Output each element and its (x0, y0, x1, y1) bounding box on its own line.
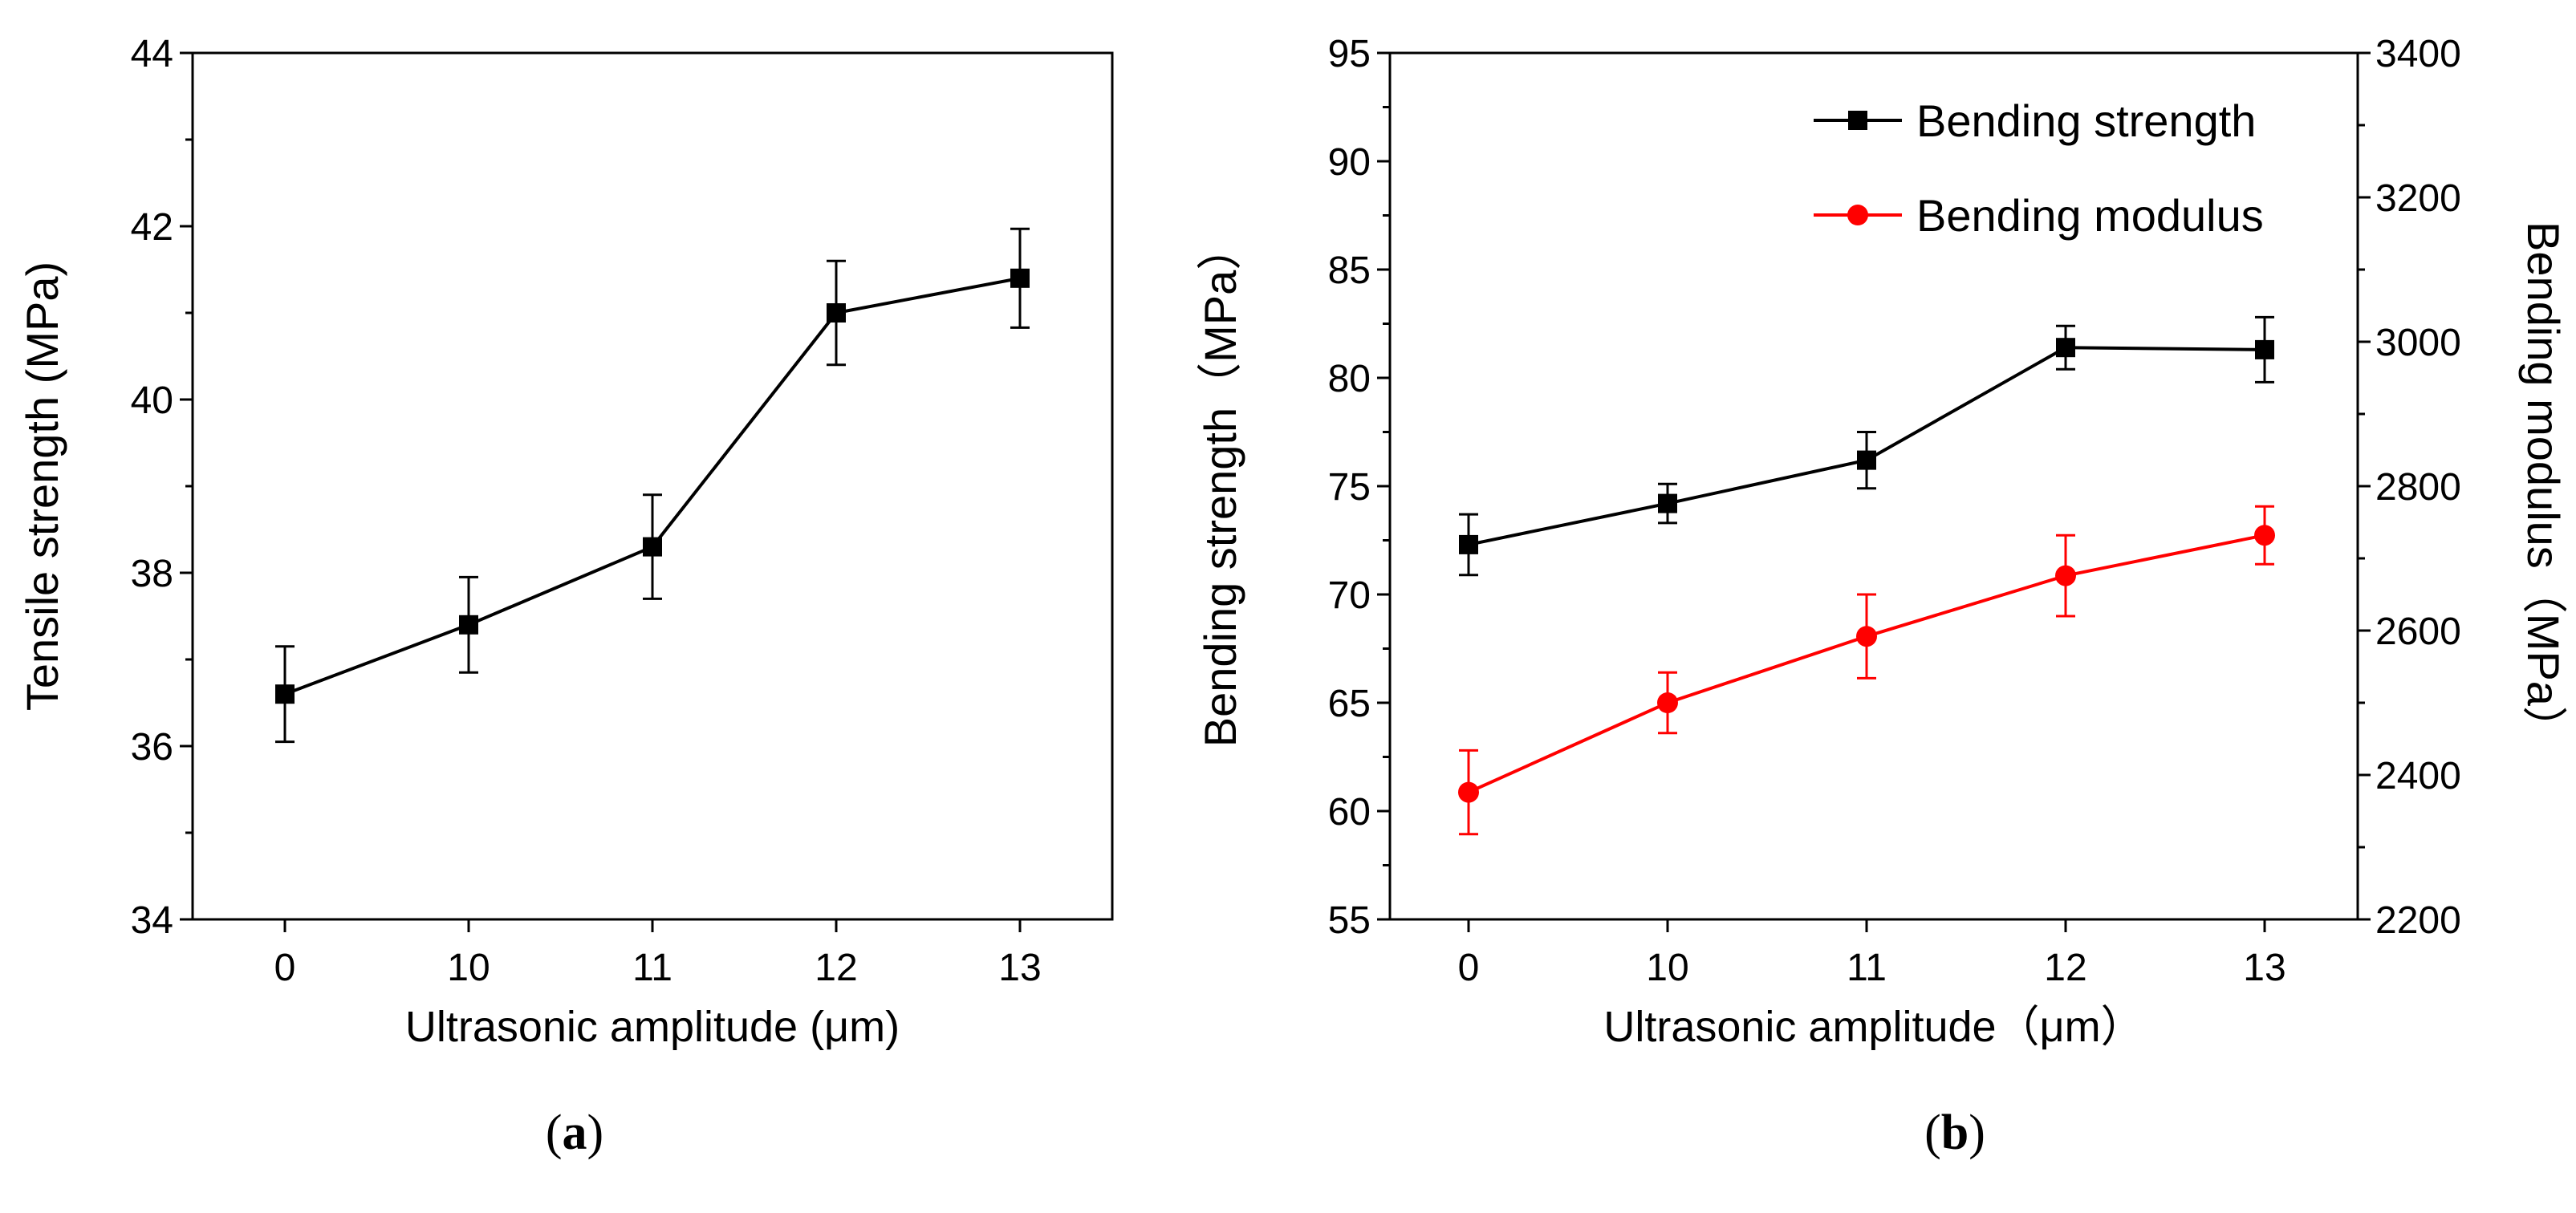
chart-b-series-0-point (1658, 493, 1677, 513)
chart-a-xtick-label: 11 (632, 947, 672, 989)
chart-a-series-0-point (275, 684, 295, 704)
chart-a-plot-frame (191, 51, 1114, 921)
chart-a-xtick-label: 10 (447, 947, 490, 989)
chart-a-xtick-label: 12 (815, 947, 857, 989)
chart-b-xtick-label: 10 (1646, 947, 1688, 989)
chart-b-ytick-label: 75 (1328, 466, 1371, 509)
chart-b-series-0-point (2255, 339, 2274, 359)
chart-a-ylabel: Tensile strength (MPa) (17, 262, 67, 711)
chart-b-ytick-right-label: 2600 (2375, 611, 2461, 653)
chart-b-ytick-label: 65 (1328, 683, 1371, 725)
chart-b-xtick-label: 12 (2044, 947, 2086, 989)
chart-b-xtick-label: 0 (1458, 947, 1480, 989)
chart-b-ytick-label: 85 (1328, 249, 1371, 292)
chart-b-series-1-point (2055, 565, 2076, 586)
chart-a-series-0-line (284, 276, 1021, 696)
chart-a-xlabel: Ultrasonic amplitude (μm) (405, 1003, 900, 1051)
chart-a-svg: (a) 34 36 38 40 42 44 0 10 11 12 13 Ultrasonic ampl… (17, 33, 1114, 1160)
chart-b-ylabel-right: Bending modulus（MPa） (2518, 221, 2569, 751)
chart-b-series-0-point (2056, 338, 2075, 358)
chart-a-caption: (a) (546, 1105, 603, 1160)
chart-b-ylabel: Bending strength（MPa） (1195, 225, 1245, 748)
chart-b-series-1-point (1657, 692, 1678, 713)
chart-a-ytick-label: 34 (131, 899, 173, 942)
chart-a-ytick-label: 42 (131, 206, 173, 249)
chart-b-legend-1-marker (1847, 205, 1868, 225)
chart-b-caption: (b) (1924, 1105, 1985, 1160)
chart-b-ytick-right-label: 2400 (2375, 755, 2461, 797)
chart-b-ytick-label: 55 (1328, 899, 1371, 942)
chart-b-xtick-label: 13 (2243, 947, 2285, 989)
chart-panel-b: (b) 55 60 65 70 75 80 85 90 95 2200 2400 2600 2800 30… (1156, 0, 2576, 1213)
chart-b-ytick-label: 80 (1328, 358, 1371, 400)
chart-b-legend-0-label: Bending strength (1916, 95, 2256, 146)
chart-b-ytick-right-label: 3200 (2375, 177, 2461, 220)
chart-b-ytick-right-label: 2200 (2375, 899, 2461, 942)
chart-a-ytick-label: 38 (131, 553, 173, 595)
chart-a-xtick-label: 0 (274, 947, 296, 989)
chart-a-series-0-point (827, 303, 846, 323)
chart-b-ytick-right-label: 3000 (2375, 322, 2461, 364)
chart-b-legend-1-label: Bending modulus (1916, 190, 2264, 241)
chart-b-series-1-point (1856, 626, 1877, 647)
chart-a-ytick-label: 36 (131, 726, 173, 769)
chart-a-series-0-point (459, 615, 478, 635)
chart-b-xtick-label: 11 (1847, 947, 1887, 989)
chart-b-series-1-point (1458, 781, 1479, 803)
chart-b-xlabel: Ultrasonic amplitude（μm） (1603, 1003, 2143, 1051)
chart-b-svg: (b) 55 60 65 70 75 80 85 90 95 2200 2400 2600 2800 30… (1195, 33, 2569, 1160)
chart-b-ytick-right-label: 3400 (2375, 33, 2461, 75)
chart-a-ytick-label: 44 (131, 33, 173, 75)
chart-b-ytick-label: 95 (1328, 33, 1371, 75)
chart-b-series-0-point (1459, 534, 1478, 554)
chart-b-ytick-label: 70 (1328, 574, 1371, 617)
chart-b-ytick-label: 60 (1328, 791, 1371, 834)
chart-a-xtick-label: 13 (998, 947, 1041, 989)
chart-a-series-0-point (1010, 268, 1030, 288)
chart-b-series-1-point (2254, 525, 2275, 546)
chart-b-ytick-right-label: 2800 (2375, 466, 2461, 509)
chart-b-legend-0-marker (1848, 111, 1867, 130)
chart-a-ytick-label: 40 (131, 379, 173, 422)
chart-b-ytick-label: 90 (1328, 141, 1371, 184)
chart-b-plot-frame (1388, 51, 2359, 921)
chart-a-series-0-point (643, 537, 662, 557)
chart-panel-a: (a) 34 36 38 40 42 44 0 10 11 12 13 Ultrasonic ampl… (0, 0, 1148, 1213)
chart-b-series-0-point (1857, 450, 1876, 470)
